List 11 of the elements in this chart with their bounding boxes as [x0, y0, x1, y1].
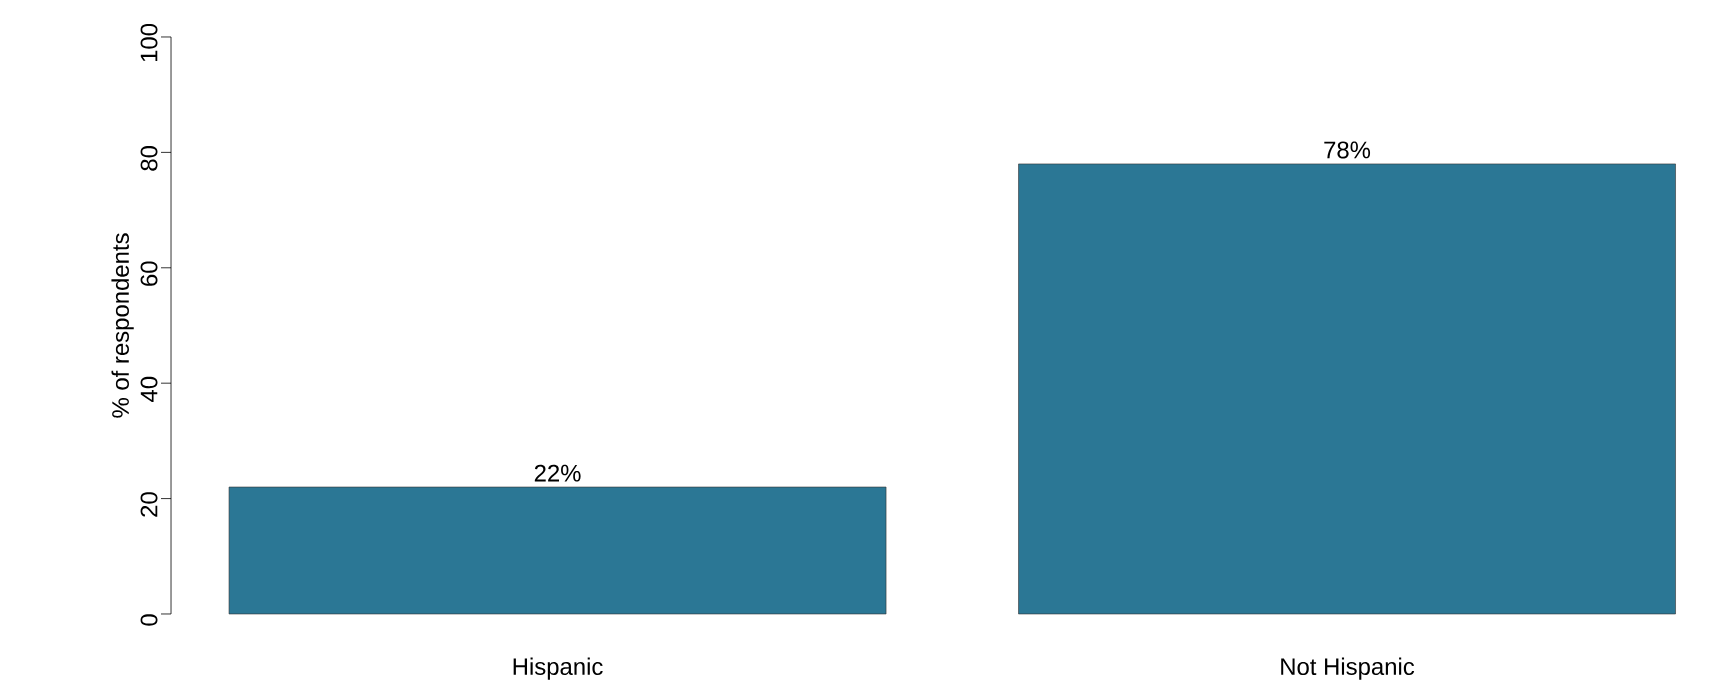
- data-label: 22%: [534, 464, 581, 482]
- y-axis-title: % of respondents: [111, 233, 134, 418]
- x-tick-label: Not Hispanic: [1281, 657, 1415, 680]
- y-tick-label: 20: [140, 492, 158, 517]
- data-label: 78%: [1324, 141, 1371, 159]
- y-tick-label: 60: [140, 261, 158, 286]
- y-tick-label: 40: [140, 376, 158, 402]
- y-tick-label: 100: [140, 23, 158, 62]
- x-tick-label: Hispanic: [513, 657, 603, 680]
- y-tick-label: 0: [140, 614, 158, 626]
- y-tick-label: 80: [140, 146, 158, 171]
